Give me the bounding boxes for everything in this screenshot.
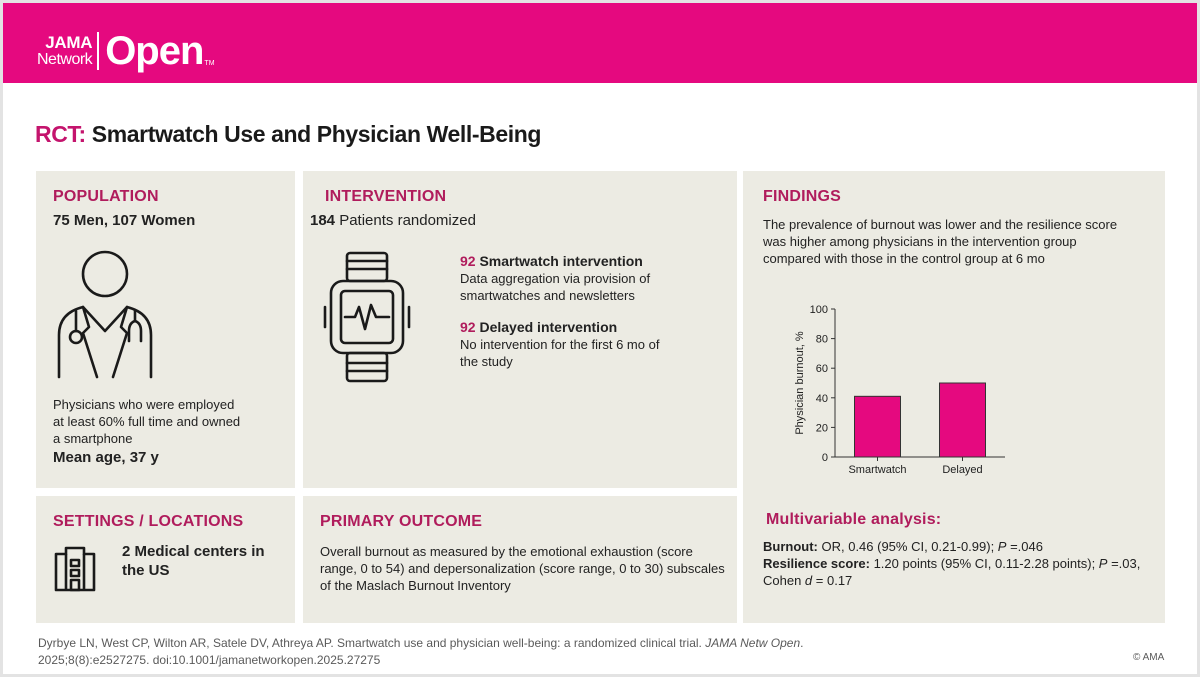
physician-icon [57,250,153,379]
logo-network: Network [37,51,93,68]
population-heading: POPULATION [53,188,159,205]
jama-network-open-logo: JAMA Network Open TM [37,31,215,71]
resilience-result: Resilience score: 1.20 points (95% CI, 0… [763,556,1141,571]
intervention-heading: INTERVENTION [325,188,447,205]
building-icon [54,546,96,592]
arm2-number: 92 [460,319,476,335]
randomized-line: 184 Patients randomized [310,212,476,230]
title-prefix: RCT: [35,121,86,147]
arm1-description: Data aggregation via provision of smartw… [460,271,651,303]
infographic: JAMA Network Open TM RCT: Smartwatch Use… [3,3,1197,674]
settings-panel: SETTINGS / LOCATIONS 2 Medical centers i… [36,496,295,623]
population-counts: 75 Men, 107 Women [53,212,196,229]
burnout-result: Burnout: OR, 0.46 (95% CI, 0.21-0.99); P… [763,539,1043,554]
y-tick-label: 60 [816,363,828,375]
copyright: © AMA [1133,652,1165,663]
y-tick-label: 0 [822,452,828,464]
citation: Dyrbye LN, West CP, Wilton AR, Satele DV… [38,636,804,667]
burnout-bar-chart: 0 20 40 60 80 100 Physician burnout, % Smartwat… [794,304,1005,476]
arm1-block: 92 Smartwatch intervention Data aggregat… [460,253,720,304]
x-tick-label: Smartwatch [848,464,906,476]
y-tick-label: 40 [816,393,828,405]
findings-panel: FINDINGS The prevalence of burnout was l… [743,171,1165,623]
y-tick-label: 80 [816,334,828,346]
page-title: RCT: Smartwatch Use and Physician Well-B… [35,121,541,148]
primary-outcome-heading: PRIMARY OUTCOME [320,513,483,530]
population-description: Physicians who were employed at least 60… [53,397,241,446]
primary-outcome-text: Overall burnout as measured by the emoti… [320,544,725,593]
arm2-block: 92 Delayed intervention No intervention … [460,319,720,370]
logo-divider [97,32,100,70]
multivariable-heading: Multivariable analysis: [766,511,942,528]
title-text: Smartwatch Use and Physician Well-Being [91,121,542,147]
logo-trademark: TM [204,60,215,67]
y-axis-label: Physician burnout, % [794,331,806,435]
smartwatch-icon [323,251,411,383]
y-tick-label: 100 [810,304,828,316]
arm2-label: Delayed intervention [479,319,618,335]
randomized-label: Patients randomized [339,212,476,229]
settings-heading: SETTINGS / LOCATIONS [53,513,244,530]
randomized-number: 184 [310,212,336,229]
cohen-d-result: Cohen d = 0.17 [763,573,853,588]
arm2-description: No intervention for the first 6 mo of th… [460,337,660,369]
intervention-panel: INTERVENTION 184 Patients randomized 92 … [303,171,737,488]
y-tick-label: 20 [816,422,828,434]
x-tick-label: Delayed [942,464,982,476]
logo-jama: JAMA [45,33,93,52]
arm1-number: 92 [460,253,476,269]
header-banner: JAMA Network Open TM [3,3,1197,83]
multivariable-results: Burnout: OR, 0.46 (95% CI, 0.21-0.99); P… [763,538,1153,589]
bar-delayed [939,382,986,458]
bar-smartwatch [854,395,901,458]
logo-open: Open [105,29,204,73]
population-panel: POPULATION 75 Men, 107 Women Physicians … [36,171,295,488]
arm1-label: Smartwatch intervention [479,253,643,269]
settings-text: 2 Medical centers in the US [122,543,265,579]
primary-outcome-panel: PRIMARY OUTCOME Overall burnout as measu… [303,496,737,623]
findings-heading: FINDINGS [763,188,842,205]
findings-summary: The prevalence of burnout was lower and … [763,217,1118,266]
population-mean-age: Mean age, 37 y [53,449,159,466]
